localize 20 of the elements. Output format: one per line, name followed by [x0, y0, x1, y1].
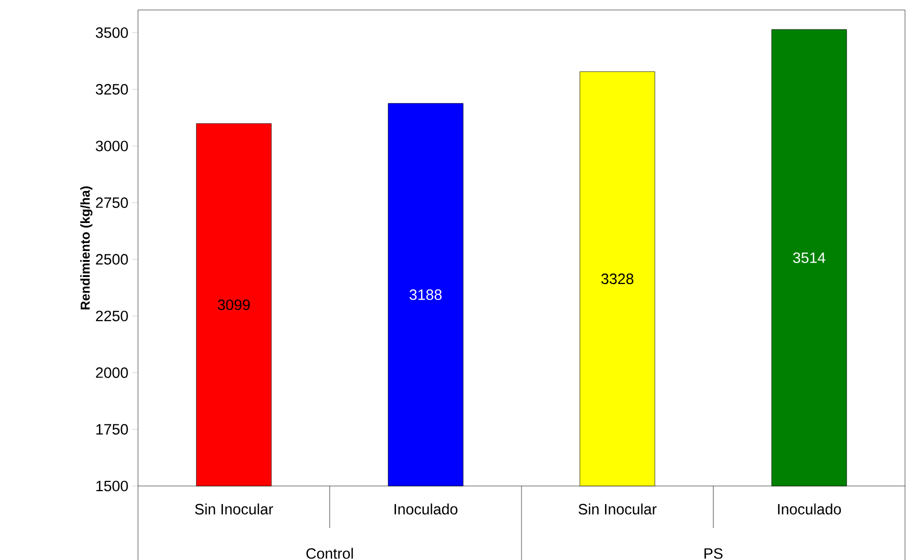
text: Control — [306, 548, 353, 559]
data-label: 3514 — [793, 252, 826, 263]
y-tick-label: 2750 — [96, 197, 128, 208]
y-tick-label: 2000 — [96, 367, 128, 378]
x-tick-label: Sin Inocular — [195, 503, 274, 514]
y-tick-label: 1750 — [96, 424, 128, 435]
x-tick-label: Sin Inocular — [578, 503, 657, 514]
data-label: 3328 — [601, 273, 634, 284]
text: PS — [704, 548, 723, 559]
y-tick-label: 3250 — [96, 84, 128, 95]
data-label: 3099 — [218, 299, 250, 310]
y-tick-label: 1500 — [96, 480, 128, 492]
y-tick-label: 2250 — [96, 310, 128, 322]
data-label: 3188 — [410, 289, 442, 300]
y-axis-title: Rendimiento (kg/ha) — [80, 186, 92, 310]
y-tick-label: 3000 — [96, 140, 128, 152]
y-tick-label: 3500 — [96, 27, 128, 38]
x-tick-label: Inoculado — [778, 503, 841, 514]
x-tick-label: Inoculado — [394, 503, 458, 514]
y-tick-label: 2500 — [96, 254, 128, 265]
